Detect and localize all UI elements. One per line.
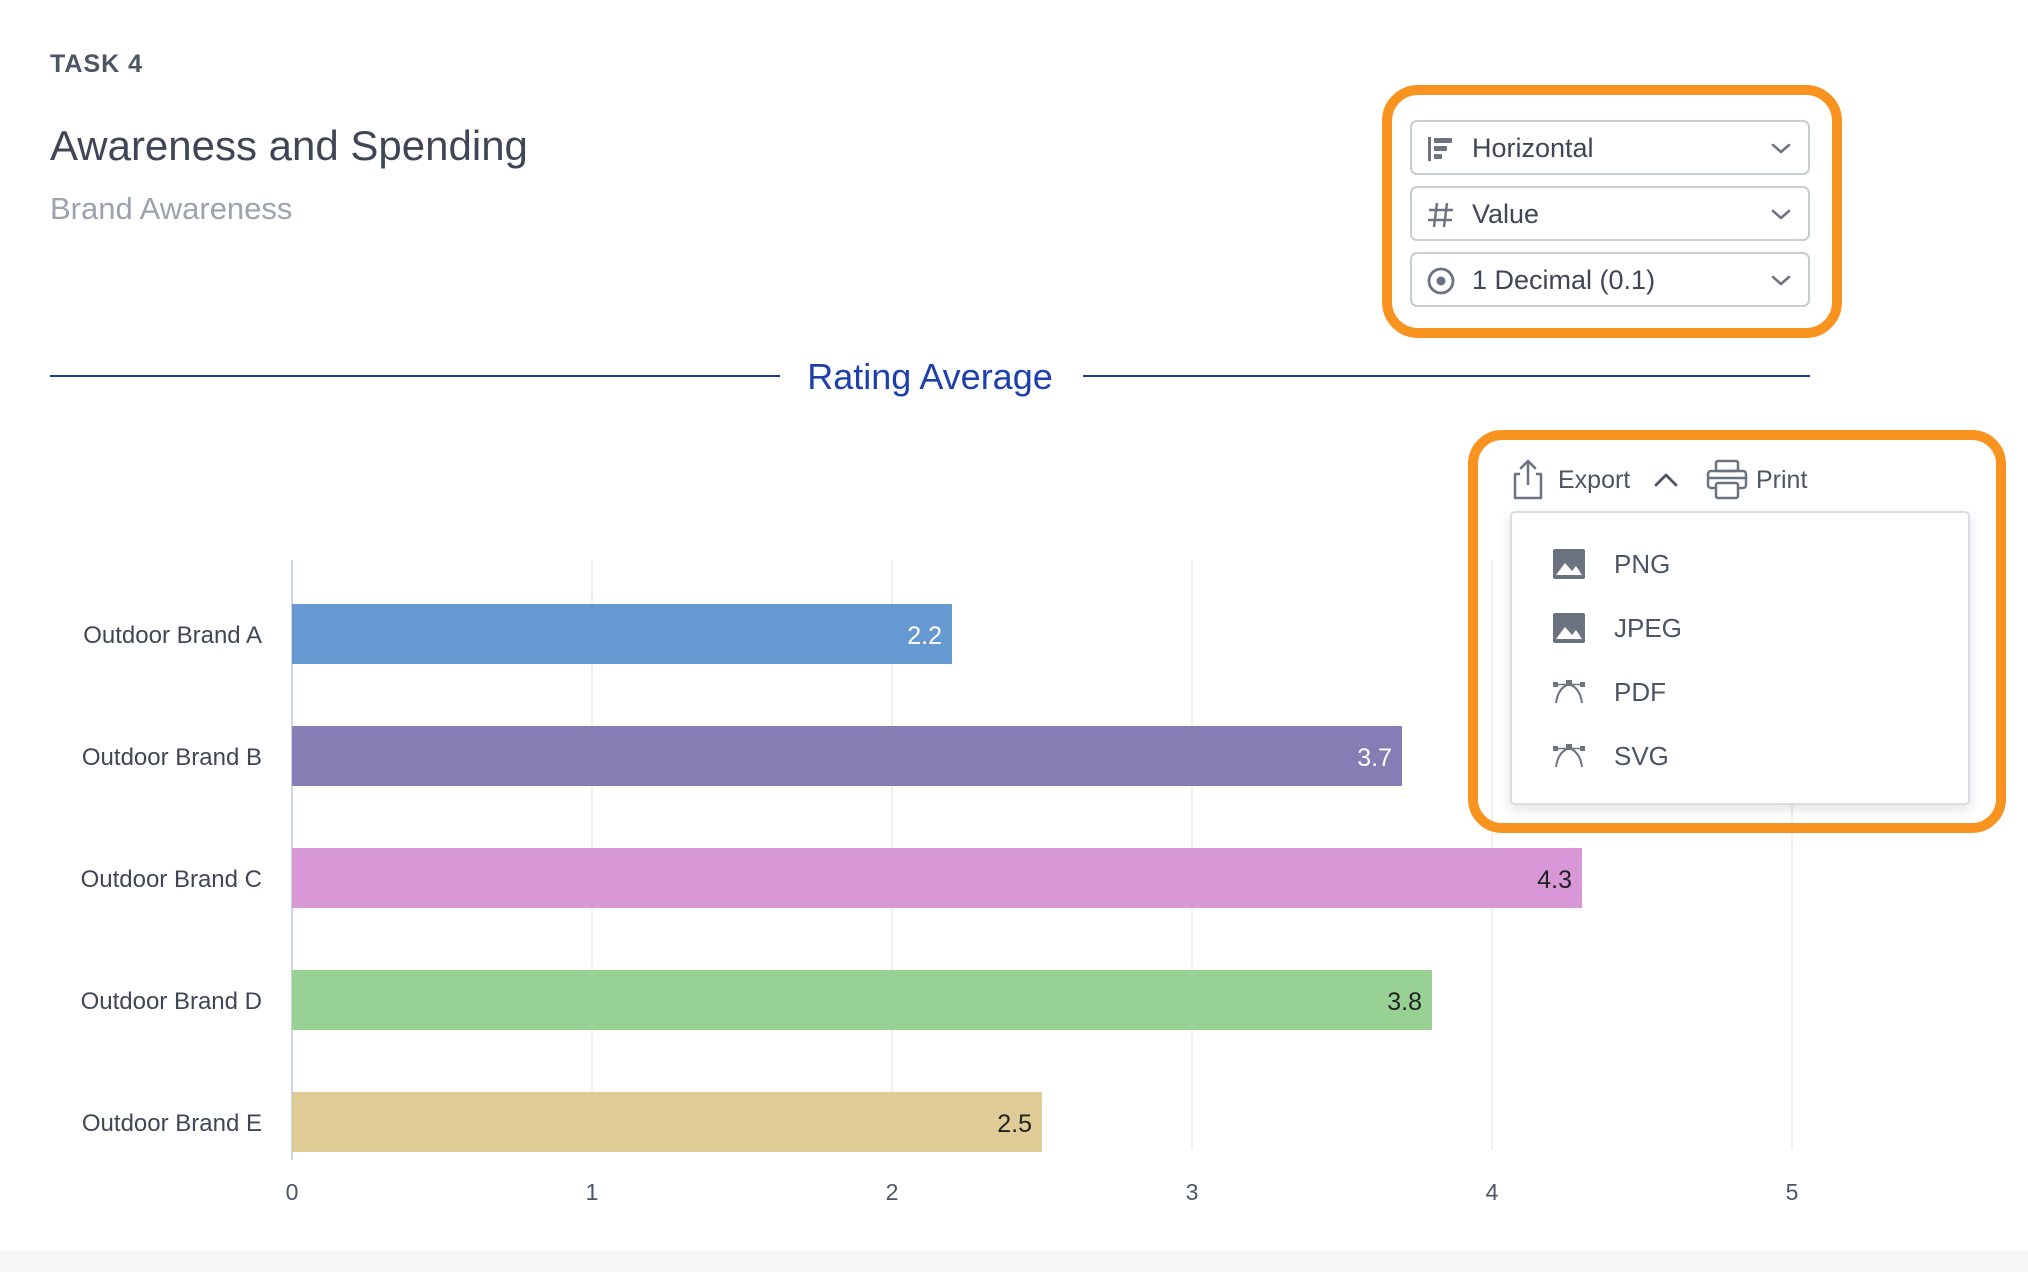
export-png-item[interactable]: PNG [1512, 535, 1968, 593]
radio-target-icon [1427, 267, 1455, 295]
export-menu: PNG JPEG PDF SVG [1510, 511, 1970, 805]
bar-value-label: 3.8 [1387, 988, 1422, 1016]
bar-value-label: 2.2 [907, 622, 942, 650]
category-label: Outdoor Brand A [83, 622, 262, 649]
category-label: Outdoor Brand E [82, 1110, 262, 1137]
x-tick-label: 0 [286, 1179, 299, 1205]
image-icon [1553, 549, 1585, 579]
share-upload-icon [1513, 459, 1543, 500]
vector-icon [1553, 744, 1585, 768]
precision-select[interactable]: 1 Decimal (0.1) [1410, 252, 1810, 307]
page-subtitle: Brand Awareness [50, 191, 293, 226]
metric-select[interactable]: Value [1410, 186, 1810, 241]
export-png-label: PNG [1614, 549, 1671, 579]
chevron-down-icon [1771, 275, 1791, 286]
bar [292, 1092, 1042, 1152]
rating-average-chart: Outdoor Brand A 2.2 Outdoor Brand B 3.7 Outd… [81, 560, 1799, 1205]
x-tick-label: 5 [1786, 1179, 1799, 1205]
bar-value-label: 3.7 [1357, 744, 1392, 772]
x-tick-label: 3 [1186, 1179, 1199, 1205]
export-highlight-frame [1468, 430, 2006, 833]
section-divider-right [1083, 375, 1810, 377]
vector-icon [1553, 680, 1585, 704]
bar-chart-horizontal-icon [1428, 137, 1452, 161]
bar [292, 726, 1402, 786]
orientation-select[interactable]: Horizontal [1410, 120, 1810, 175]
page-title: Awareness and Spending [50, 122, 528, 169]
orientation-select-label: Horizontal [1472, 133, 1594, 163]
print-button[interactable]: Print [1706, 458, 1818, 502]
x-tick-label: 1 [586, 1179, 599, 1205]
export-label: Export [1558, 466, 1631, 494]
category-label: Outdoor Brand B [82, 744, 262, 771]
hash-icon [1428, 202, 1453, 228]
bottom-band [0, 1250, 2028, 1272]
x-tick-label: 2 [886, 1179, 899, 1205]
bar [292, 848, 1582, 908]
export-svg-item[interactable]: SVG [1512, 727, 1968, 785]
image-icon [1553, 613, 1585, 643]
export-button[interactable]: Export [1510, 458, 1680, 502]
controls-highlight-frame [1382, 85, 1842, 338]
section-divider-left [50, 375, 780, 377]
bar-value-label: 4.3 [1537, 866, 1572, 894]
section-title: Rating Average [807, 356, 1053, 397]
chevron-down-icon [1771, 143, 1791, 154]
export-jpeg-label: JPEG [1614, 613, 1682, 643]
export-svg-label: SVG [1614, 741, 1669, 771]
metric-select-label: Value [1472, 199, 1540, 229]
chevron-up-icon [1654, 473, 1678, 487]
task-label: TASK 4 [50, 50, 144, 78]
printer-icon [1706, 459, 1748, 500]
category-label: Outdoor Brand D [81, 988, 262, 1015]
precision-select-label: 1 Decimal (0.1) [1472, 265, 1656, 295]
chevron-down-icon [1771, 209, 1791, 220]
x-tick-label: 4 [1486, 1179, 1499, 1205]
print-label: Print [1756, 466, 1808, 494]
export-pdf-item[interactable]: PDF [1512, 663, 1968, 721]
bar [292, 970, 1432, 1030]
category-label: Outdoor Brand C [81, 866, 262, 893]
bar [292, 604, 952, 664]
export-jpeg-item[interactable]: JPEG [1512, 599, 1968, 657]
export-pdf-label: PDF [1614, 677, 1666, 707]
bar-value-label: 2.5 [997, 1110, 1032, 1138]
